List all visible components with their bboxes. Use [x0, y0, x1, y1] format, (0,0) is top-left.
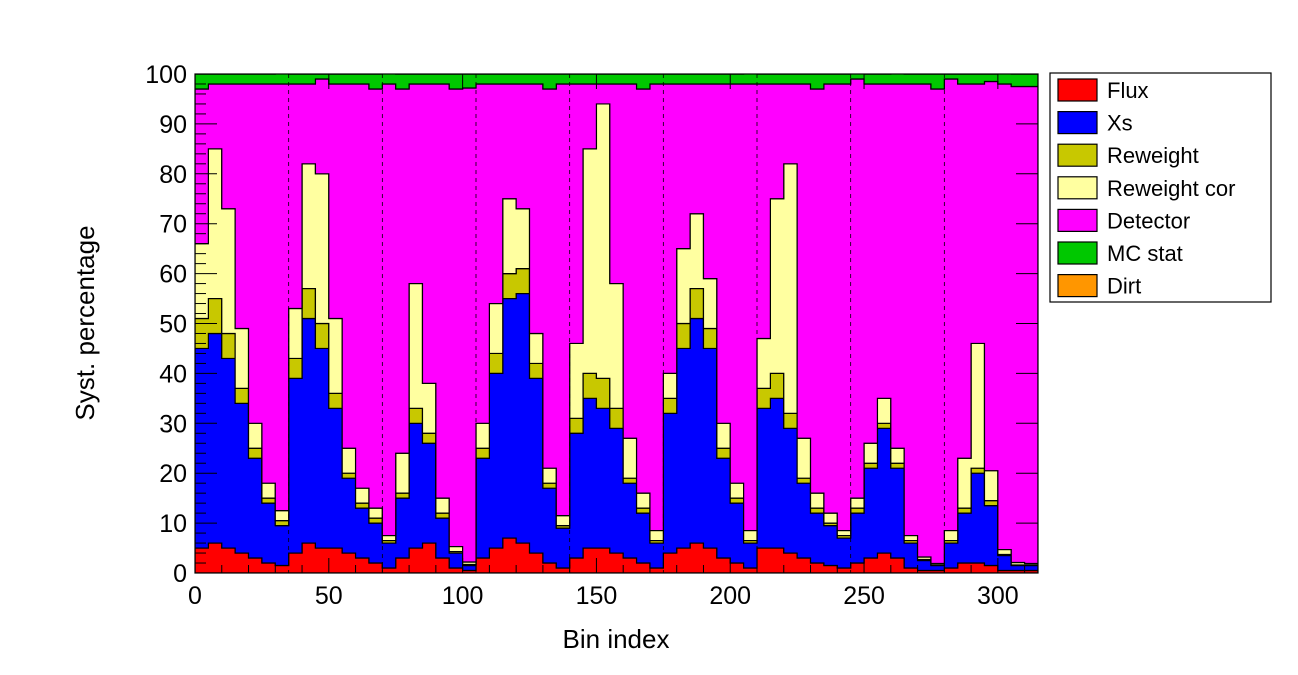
legend-label-dirt: Dirt — [1107, 274, 1141, 299]
y-tick-label: 0 — [173, 560, 187, 588]
y-tick-label: 40 — [159, 360, 187, 388]
x-tick-label: 150 — [576, 582, 618, 610]
x-tick-label: 0 — [188, 582, 202, 610]
y-tick-label: 80 — [159, 161, 187, 189]
x-tick-label: 200 — [709, 582, 751, 610]
legend-label-xs: Xs — [1107, 111, 1133, 136]
bin-divider-lines — [288, 74, 945, 573]
legend-swatch-detector — [1057, 208, 1098, 232]
x-tick-label: 250 — [843, 582, 885, 610]
y-tick-label: 90 — [159, 111, 187, 139]
legend-swatch-xs — [1057, 110, 1098, 135]
legend-swatch-flux — [1057, 78, 1098, 102]
x-tick-label: 100 — [442, 582, 484, 610]
legend-label-mc-stat: MC stat — [1107, 241, 1183, 266]
legend-label-flux: Flux — [1107, 78, 1149, 103]
y-tick-label: 100 — [145, 61, 187, 89]
legend: Flux Xs Reweight Reweight cor Detector MC sta… — [1049, 72, 1272, 303]
legend-swatch-mc-stat — [1057, 241, 1098, 265]
x-tick-label: 300 — [977, 582, 1019, 610]
band-mc-stat — [195, 74, 1038, 90]
legend-swatch-dirt — [1057, 274, 1098, 298]
legend-label-reweight-cor: Reweight cor — [1107, 176, 1235, 201]
axis-ticks — [194, 73, 1038, 574]
y-tick-label: 50 — [159, 311, 187, 339]
y-tick-label: 30 — [159, 410, 187, 438]
x-axis-title: Bin index — [563, 624, 670, 654]
legend-label-detector: Detector — [1107, 208, 1190, 233]
x-tick-label: 50 — [315, 582, 343, 610]
legend-swatch-reweight — [1057, 143, 1098, 167]
band-dirt — [195, 74, 1038, 75]
y-tick-label: 60 — [159, 261, 187, 289]
stacked-bands — [195, 74, 1038, 573]
y-tick-label: 70 — [159, 211, 187, 239]
y-axis-title: Syst. percentage — [70, 225, 100, 420]
y-tick-label: 20 — [159, 460, 187, 488]
legend-label-reweight: Reweight — [1107, 143, 1199, 168]
legend-swatch-reweight-cor — [1057, 176, 1098, 200]
axis-tick-labels: 0 10 20 30 40 50 60 70 80 90 100 0 50 100 150 200 250 300 — [145, 61, 1018, 610]
y-tick-label: 10 — [159, 510, 187, 538]
